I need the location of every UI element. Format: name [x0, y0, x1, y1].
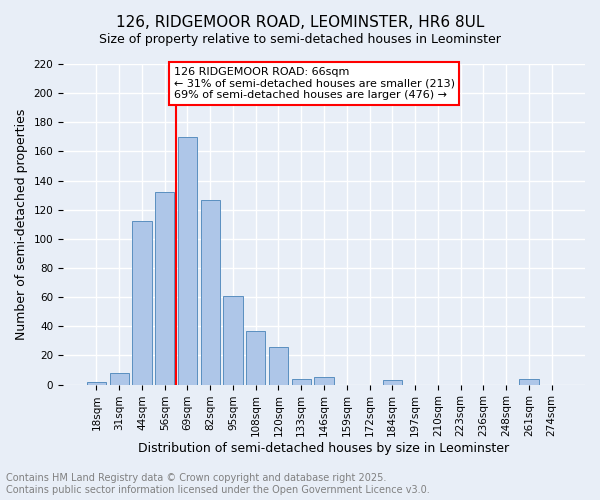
- Bar: [178, 137, 197, 384]
- Bar: [87, 382, 106, 384]
- Bar: [383, 380, 402, 384]
- Bar: [155, 192, 175, 384]
- Bar: [269, 346, 288, 385]
- Bar: [110, 373, 129, 384]
- Y-axis label: Number of semi-detached properties: Number of semi-detached properties: [15, 108, 28, 340]
- Text: Size of property relative to semi-detached houses in Leominster: Size of property relative to semi-detach…: [99, 32, 501, 46]
- Bar: [314, 378, 334, 384]
- Bar: [246, 330, 265, 384]
- Bar: [132, 222, 152, 384]
- Text: 126, RIDGEMOOR ROAD, LEOMINSTER, HR6 8UL: 126, RIDGEMOOR ROAD, LEOMINSTER, HR6 8UL: [116, 15, 484, 30]
- Bar: [292, 379, 311, 384]
- Bar: [200, 200, 220, 384]
- Bar: [519, 379, 539, 384]
- Text: 126 RIDGEMOOR ROAD: 66sqm
← 31% of semi-detached houses are smaller (213)
69% of: 126 RIDGEMOOR ROAD: 66sqm ← 31% of semi-…: [174, 67, 455, 100]
- Text: Contains HM Land Registry data © Crown copyright and database right 2025.
Contai: Contains HM Land Registry data © Crown c…: [6, 474, 430, 495]
- Bar: [223, 296, 242, 384]
- X-axis label: Distribution of semi-detached houses by size in Leominster: Distribution of semi-detached houses by …: [139, 442, 509, 455]
